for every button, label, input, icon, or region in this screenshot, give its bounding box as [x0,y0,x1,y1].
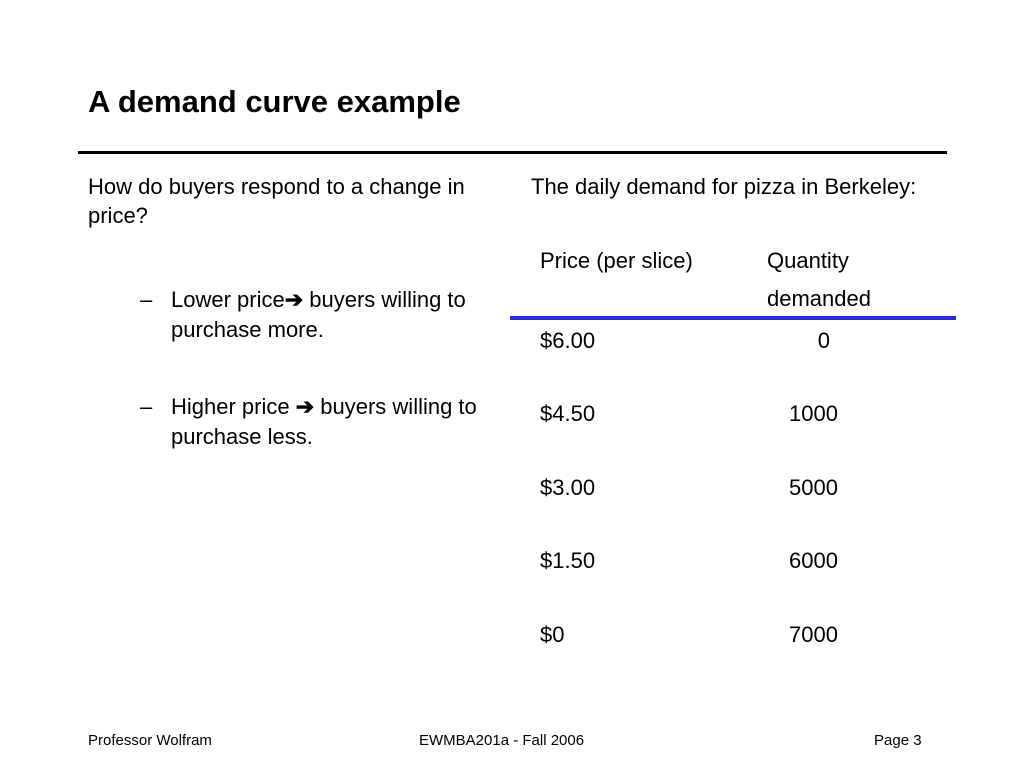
right-arrow-icon: ➔ [284,287,304,312]
table-cell-quantity: 5000 [789,475,838,500]
column-header-price: Price (per slice) [540,248,693,273]
table-cell-quantity: 1000 [789,401,838,426]
table-cell-price: $6.00 [540,328,596,353]
table-header-divider [510,316,956,320]
footer-page-number: Page 3 [874,732,922,749]
column-header-quantity: Quantity [767,248,849,273]
table-cell-price: $4.50 [540,401,596,426]
bullet-text: Higher price ➔ buyers willing to purchas… [171,392,511,452]
table-caption: The daily demand for pizza in Berkeley: [531,174,917,199]
title-divider [78,151,947,154]
bullet-text: Lower price➔ buyers willing to purchase … [171,285,511,345]
footer-course: EWMBA201a - Fall 2006 [419,732,585,749]
bullet-text-end: buyers willing to purchase more. [171,287,466,342]
right-arrow-icon: ➔ [295,394,315,419]
column-header-quantity-line2: demanded [767,286,871,311]
footer-author: Professor Wolfram [88,732,212,749]
table-cell-price: $0 [540,622,565,647]
table-cell-price: $3.00 [540,475,596,500]
slide-title: A demand curve example [88,84,461,119]
bullet-dash: – [140,287,153,312]
bullet-text-start: Higher price [171,394,296,419]
bullet-text-end: buyers willing to purchase less. [171,394,477,449]
table-cell-price: $1.50 [540,548,596,573]
table-cell-quantity: 0 [817,328,830,353]
question-text: How do buyers respond to a change in pri… [88,174,465,228]
bullet-dash: – [140,394,153,419]
table-cell-quantity: 6000 [789,548,838,573]
table-cell-quantity: 7000 [789,622,838,647]
bullet-text-start: Lower price [171,287,285,312]
